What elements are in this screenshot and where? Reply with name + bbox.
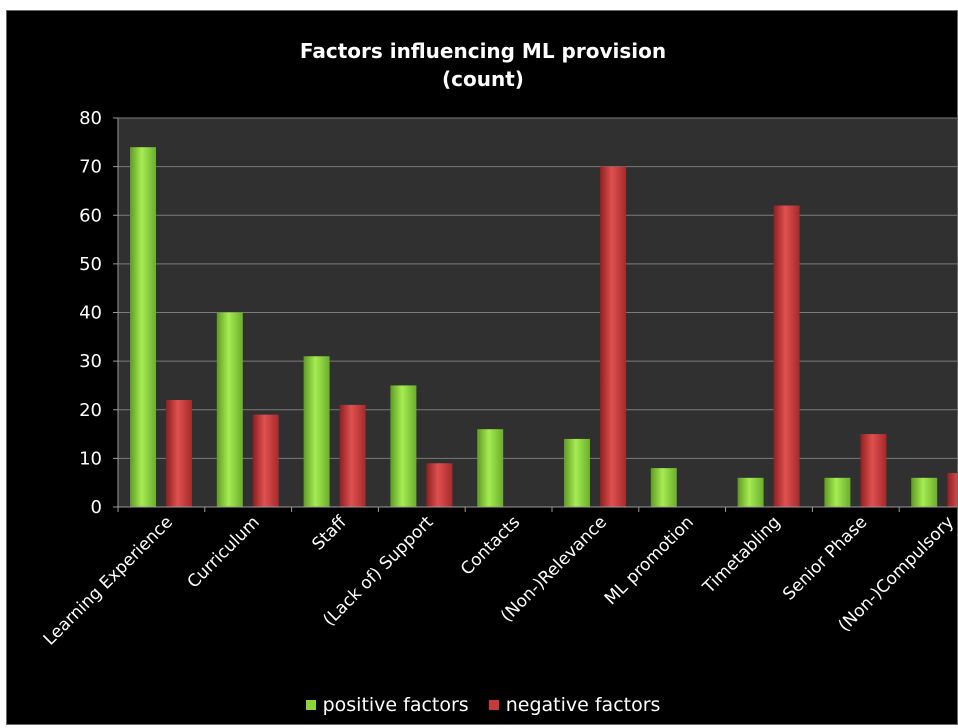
- chart-subtitle: (count): [442, 67, 524, 91]
- plot-area: [118, 117, 957, 508]
- bar-positive: [477, 429, 504, 507]
- x-category-label: Timetabling: [699, 512, 785, 598]
- bar-positive: [737, 477, 764, 507]
- x-category-label: Curriculum: [184, 512, 264, 592]
- y-tick-label: 80: [79, 108, 102, 129]
- bar-negative: [426, 463, 453, 507]
- bar-positive: [303, 356, 330, 507]
- legend-swatch-positive: [305, 700, 316, 710]
- legend-label-positive: positive factors: [322, 694, 469, 716]
- x-axis: Learning Experience Curriculum Staff(Lack …: [40, 506, 957, 650]
- x-category-label: Learning Experience: [40, 512, 177, 649]
- y-tick-label: 0: [91, 497, 102, 518]
- bar-positive: [650, 468, 677, 507]
- y-tick-label: 70: [79, 157, 102, 178]
- x-category-label: Staff: [308, 511, 351, 554]
- bar-negative: [252, 414, 279, 507]
- y-tick-label: 60: [79, 205, 102, 226]
- bar-negative: [860, 434, 887, 507]
- bar-chart: 0 10 20 30 40 50 60 70 80 Learning Experience Cur…: [40, 108, 957, 650]
- bar-negative: [600, 166, 626, 507]
- bars: [130, 147, 957, 508]
- bar-positive: [564, 438, 590, 507]
- chart-title: Factors influencing ML provision: [299, 39, 667, 63]
- legend-label-negative: negative factors: [505, 694, 661, 716]
- bar-negative: [339, 404, 366, 507]
- y-axis: 0 10 20 30 40 50 60 70 80: [79, 108, 119, 518]
- legend: positive factors negative factors: [7, 694, 957, 716]
- x-category-label: Senior Phase: [779, 512, 871, 604]
- bar-negative: [773, 205, 800, 507]
- x-category-label: Contacts: [457, 512, 524, 579]
- y-tick-label: 30: [79, 351, 102, 372]
- bar-negative: [166, 400, 192, 507]
- y-tick-label: 40: [79, 303, 102, 324]
- y-tick-label: 50: [79, 254, 102, 275]
- chart-frame: Factors influencing ML provision (count)…: [6, 10, 958, 725]
- y-tick-label: 10: [79, 448, 102, 469]
- bar-positive: [824, 477, 851, 507]
- legend-item-positive: positive factors: [305, 694, 469, 716]
- legend-swatch-negative: [488, 700, 499, 710]
- bar-positive: [130, 147, 156, 508]
- bar-negative: [947, 472, 957, 507]
- bar-positive: [390, 385, 417, 507]
- bar-positive: [911, 477, 938, 507]
- x-category-label: ML promotion: [601, 512, 698, 609]
- bar-positive: [216, 312, 243, 507]
- legend-item-negative: negative factors: [488, 694, 661, 716]
- y-tick-label: 20: [79, 400, 102, 421]
